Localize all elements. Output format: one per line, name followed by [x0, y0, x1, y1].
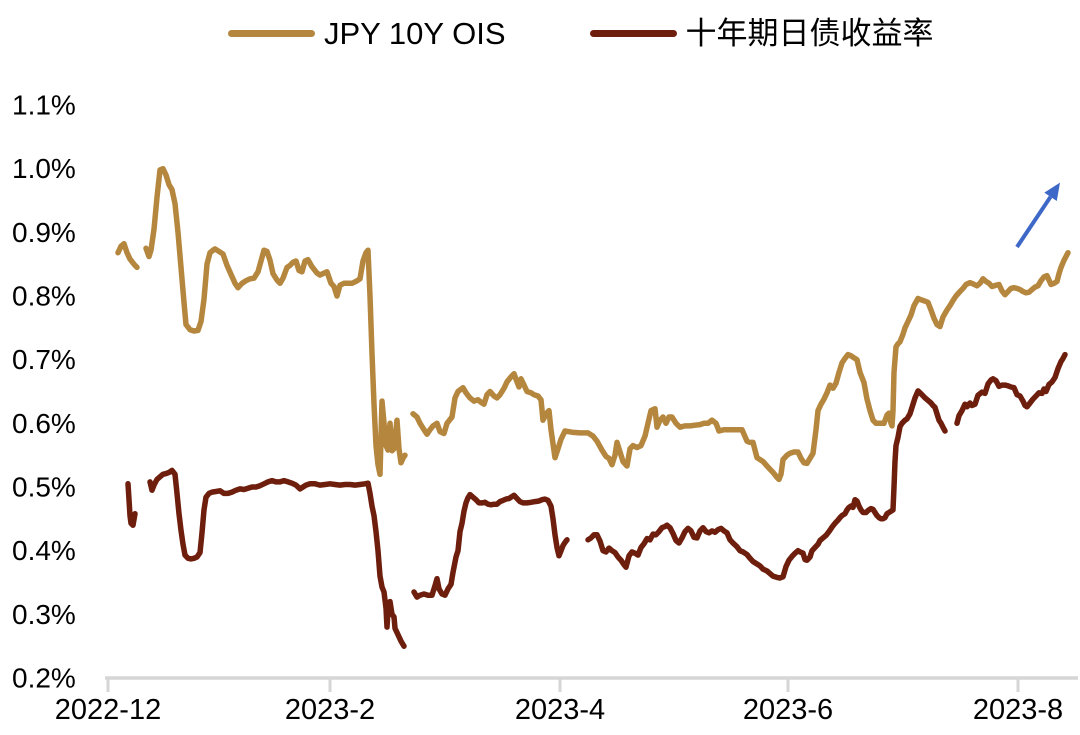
y-axis-label: 0.6%	[12, 408, 76, 439]
series-line-jgb-10y-yield	[411, 491, 570, 600]
y-axis-label: 0.8%	[12, 281, 76, 312]
legend-item-jgb-10y-yield: 十年期日债收益率	[589, 16, 934, 51]
x-axis-label: 2023-6	[743, 694, 833, 726]
legend-label-jpy-10y-ois: JPY 10Y OIS	[324, 16, 506, 51]
series-line-jgb-10y-yield	[954, 351, 1068, 427]
y-axis-label: 0.3%	[12, 599, 76, 630]
legend-item-jpy-10y-ois: JPY 10Y OIS	[228, 18, 506, 49]
series-line-jgb-10y-yield	[125, 481, 138, 528]
y-axis-label: 0.2%	[12, 663, 76, 694]
series-line-jgb-10y-yield	[585, 388, 948, 581]
trend-arrow-head-icon	[1044, 182, 1060, 201]
x-axis-label: 2023-2	[285, 694, 375, 726]
y-axis-label: 0.9%	[12, 217, 76, 248]
x-axis-label: 2023-8	[973, 694, 1063, 726]
x-axis-label: 2023-4	[515, 694, 605, 726]
legend-line-swatch-jgb	[589, 30, 677, 37]
x-axis-label: 2022-12	[55, 694, 161, 726]
legend-line-swatch-ois	[228, 30, 315, 37]
series-line-jpy-10y-ois	[410, 249, 1071, 483]
y-axis-label: 0.5%	[12, 472, 76, 503]
series-line-jgb-10y-yield	[147, 467, 407, 649]
series-line-jpy-10y-ois	[143, 165, 408, 478]
y-axis-label: 0.4%	[12, 535, 76, 566]
y-axis-label: 1.1%	[12, 90, 76, 121]
legend-label-jgb-10y-yield: 十年期日债收益率	[685, 16, 934, 51]
y-axis-label: 0.7%	[12, 344, 76, 375]
series-line-jpy-10y-ois	[115, 241, 140, 271]
y-axis-label: 1.0%	[12, 153, 76, 184]
trend-arrow-shaft	[1015, 195, 1053, 249]
legend: JPY 10Y OIS 十年期日债收益率	[228, 18, 934, 49]
